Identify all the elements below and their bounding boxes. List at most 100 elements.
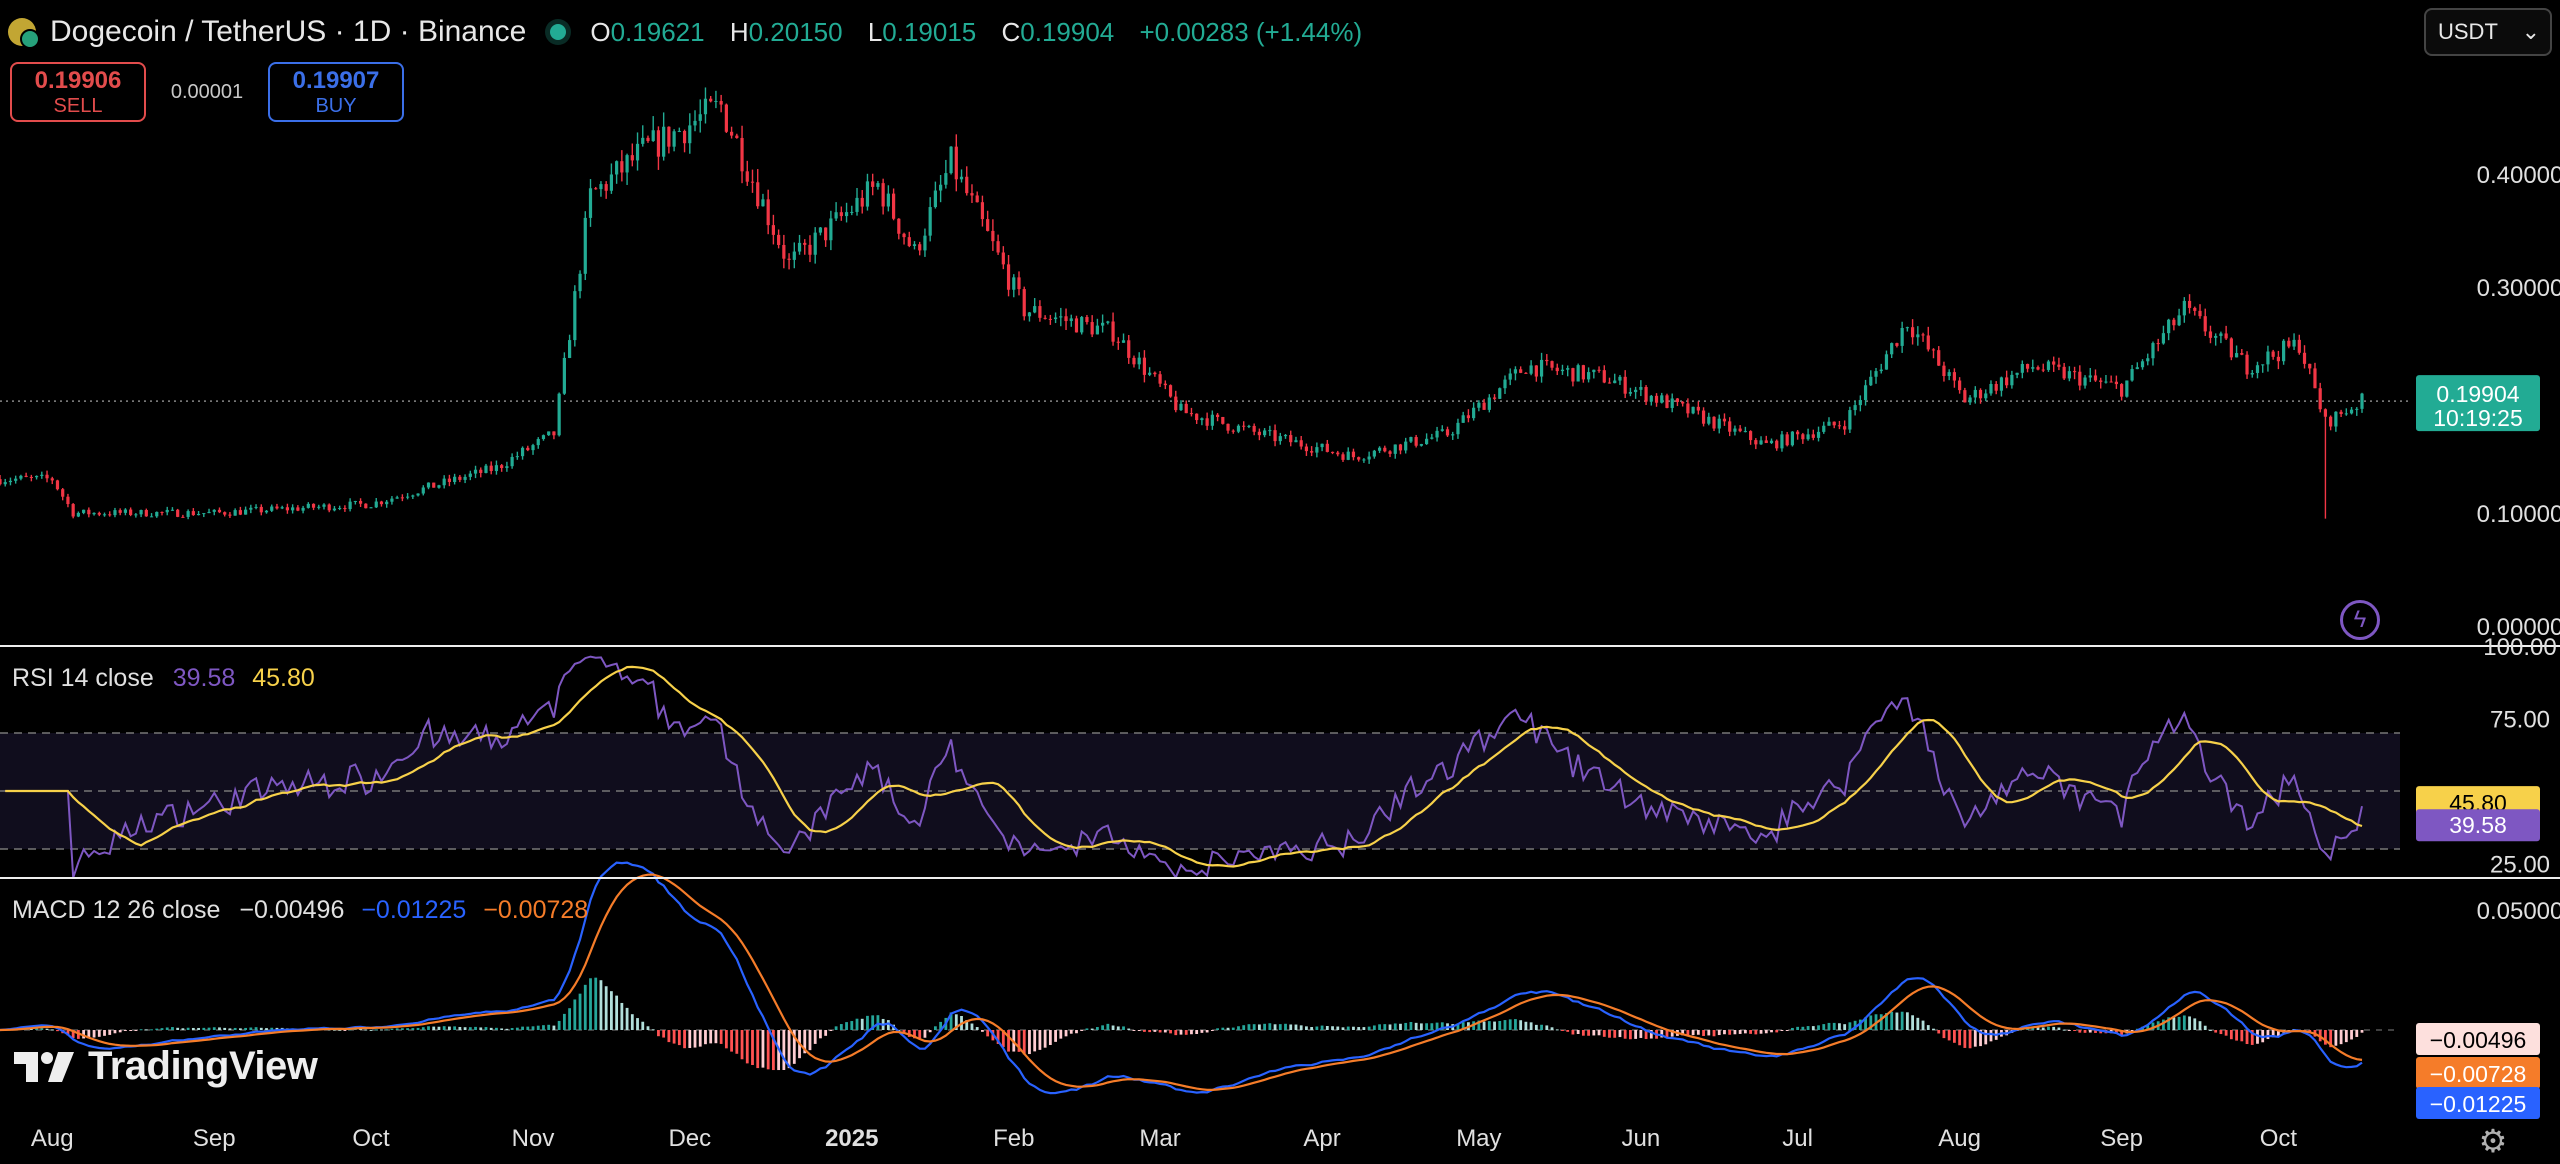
symbol-title[interactable]: Dogecoin / TetherUS · 1D · Binance bbox=[50, 15, 527, 48]
macd-histogram-bar bbox=[1947, 1030, 1951, 1041]
candle-body bbox=[520, 447, 525, 457]
last-price-label: 0.19904 bbox=[2436, 381, 2519, 407]
candle-body bbox=[2104, 381, 2108, 383]
candle-body bbox=[2261, 364, 2265, 366]
candle-body bbox=[489, 465, 493, 472]
candle-body bbox=[844, 212, 849, 217]
macd-histogram-bar bbox=[468, 1027, 472, 1030]
time-tick-label: Oct bbox=[352, 1125, 390, 1152]
macd-histogram-bar bbox=[2229, 1030, 2233, 1040]
macd-histogram-bar bbox=[975, 1027, 979, 1030]
macd-histogram-bar bbox=[1399, 1023, 1402, 1030]
macd-histogram-bar bbox=[186, 1027, 190, 1030]
macd-histogram-bar bbox=[1775, 1030, 1779, 1033]
candle-body bbox=[2083, 377, 2087, 386]
macd-histogram-bar bbox=[1613, 1030, 1617, 1038]
candle-body bbox=[933, 190, 937, 208]
candle-body bbox=[1357, 457, 1361, 460]
candle-body bbox=[1639, 386, 1643, 390]
currency-select[interactable]: USDT ⌄ bbox=[2424, 8, 2552, 56]
candle-body bbox=[244, 509, 248, 515]
candle-body bbox=[871, 181, 875, 187]
gear-icon[interactable]: ⚙ bbox=[2478, 1123, 2508, 1159]
macd-histogram-bar bbox=[118, 1030, 122, 1033]
candle-body bbox=[1001, 252, 1005, 265]
candle-body bbox=[729, 131, 734, 136]
candle-body bbox=[285, 507, 290, 511]
macd-histogram-bar bbox=[850, 1021, 854, 1030]
candle-body bbox=[238, 510, 242, 515]
macd-histogram-bar bbox=[1069, 1030, 1073, 1034]
sell-button[interactable]: 0.19906 SELL bbox=[10, 62, 146, 122]
macd-histogram-bar bbox=[1284, 1023, 1287, 1030]
macd-histogram-bar bbox=[35, 1028, 38, 1030]
candle-body bbox=[249, 507, 253, 510]
candle-body bbox=[886, 193, 890, 207]
candle-body bbox=[897, 218, 901, 234]
macd-histogram-bar bbox=[1545, 1025, 1549, 1030]
tradingview-brand[interactable]: TradingView bbox=[14, 1044, 318, 1089]
candle-body bbox=[406, 496, 410, 498]
macd-histogram-bar bbox=[1148, 1030, 1152, 1033]
macd-histogram-bar bbox=[2256, 1030, 2259, 1044]
candle-body bbox=[1231, 430, 1235, 432]
rsi-legend[interactable]: RSI 14 close 39.58 45.80 bbox=[12, 664, 315, 693]
spread-value: 0.00001 bbox=[170, 80, 244, 103]
macd-histogram-bar bbox=[1205, 1030, 1209, 1033]
candle-body bbox=[2057, 364, 2061, 367]
candle-body bbox=[1576, 365, 1580, 382]
candle-body bbox=[797, 242, 802, 252]
candle-body bbox=[500, 465, 504, 469]
candle-body bbox=[641, 137, 645, 144]
macd-histogram-bar bbox=[913, 1030, 916, 1039]
candle-body bbox=[1550, 361, 1554, 368]
candle-body bbox=[1717, 418, 1721, 429]
candle-body bbox=[1822, 425, 1826, 432]
macd-histogram-bar bbox=[1247, 1024, 1251, 1030]
macd-histogram-bar bbox=[1759, 1030, 1763, 1034]
candle-body bbox=[1597, 369, 1601, 371]
candle-body bbox=[939, 184, 943, 191]
candle-body bbox=[761, 199, 765, 207]
candle-body bbox=[782, 244, 786, 259]
macd-histogram-bar bbox=[552, 1025, 556, 1030]
macd-histogram-bar bbox=[453, 1026, 457, 1030]
lightning-bolt-icon[interactable]: ϟ bbox=[2340, 600, 2380, 640]
macd-histogram-bar bbox=[620, 1002, 624, 1030]
macd-histogram-bar bbox=[1054, 1030, 1057, 1042]
candle-body bbox=[756, 182, 760, 207]
macd-histogram-bar bbox=[2031, 1027, 2035, 1030]
candle-body bbox=[191, 511, 195, 516]
buy-button[interactable]: 0.19907 BUY bbox=[268, 62, 404, 122]
candle-body bbox=[2198, 310, 2202, 317]
macd-histogram-bar bbox=[1503, 1020, 1507, 1030]
rsi-tag bbox=[2416, 809, 2540, 842]
candle-body bbox=[223, 512, 227, 515]
candle-body bbox=[1012, 277, 1016, 290]
candle-body bbox=[1492, 397, 1497, 399]
macd-histogram-bar bbox=[1670, 1030, 1674, 1037]
macd-histogram-bar bbox=[1226, 1027, 1230, 1030]
macd-histogram-bar bbox=[981, 1030, 984, 1032]
macd-legend[interactable]: MACD 12 26 close −0.00496 −0.01225 −0.00… bbox=[12, 896, 588, 925]
macd-histogram-bar bbox=[1822, 1024, 1826, 1030]
candle-body bbox=[2224, 333, 2228, 339]
candle-body bbox=[1226, 423, 1230, 431]
candle-body bbox=[547, 431, 551, 436]
macd-histogram-bar bbox=[1764, 1030, 1768, 1034]
macd-histogram-bar bbox=[756, 1030, 760, 1069]
macd-legend-name: MACD 12 26 close bbox=[12, 896, 221, 924]
macd-histogram-bar bbox=[212, 1027, 216, 1030]
macd-histogram-bar bbox=[1634, 1030, 1638, 1039]
macd-histogram-bar bbox=[2067, 1030, 2071, 1031]
macd-histogram-bar bbox=[463, 1027, 467, 1030]
candle-body bbox=[2208, 331, 2213, 338]
macd-histogram-bar bbox=[1597, 1030, 1601, 1036]
macd-histogram-bar bbox=[1534, 1024, 1538, 1030]
candle-body bbox=[202, 513, 206, 515]
macd-histogram-bar bbox=[1435, 1022, 1439, 1030]
candle-body bbox=[1445, 429, 1450, 436]
candle-body bbox=[1769, 440, 1774, 444]
candle-body bbox=[1634, 389, 1638, 393]
